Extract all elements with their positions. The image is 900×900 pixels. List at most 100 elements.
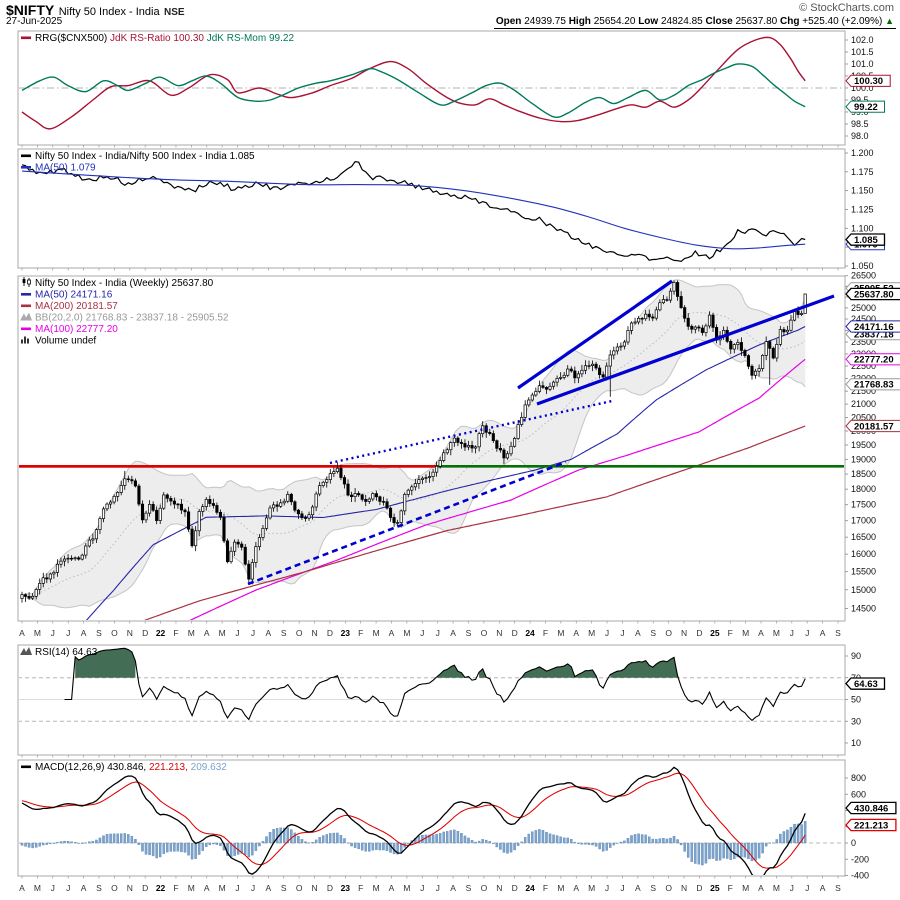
macd-value-labels: 430.846 221.213 bbox=[845, 801, 897, 831]
svg-text:M: M bbox=[742, 883, 749, 893]
candlesticks bbox=[20, 280, 807, 603]
svg-text:D: D bbox=[327, 628, 333, 638]
svg-text:O: O bbox=[665, 883, 672, 893]
svg-text:MA(200) 20181.57: MA(200) 20181.57 bbox=[35, 301, 118, 312]
svg-text:A: A bbox=[573, 883, 579, 893]
svg-text:1.200: 1.200 bbox=[851, 148, 874, 158]
svg-text:BB(20,2.0) 21768.83 - 23837.18: BB(20,2.0) 21768.83 - 23837.18 - 25905.5… bbox=[35, 313, 229, 324]
svg-text:J: J bbox=[420, 883, 424, 893]
svg-text:0: 0 bbox=[851, 838, 856, 848]
low-label: Low bbox=[638, 16, 659, 27]
svg-text:F: F bbox=[358, 628, 363, 638]
svg-text:A: A bbox=[204, 883, 210, 893]
svg-text:Nifty 50 Index - India (Weekly: Nifty 50 Index - India (Weekly) 25637.80 bbox=[35, 278, 214, 289]
svg-text:101.0: 101.0 bbox=[851, 59, 874, 69]
svg-text:J: J bbox=[436, 628, 440, 638]
svg-text:F: F bbox=[173, 883, 178, 893]
svg-text:800: 800 bbox=[851, 773, 866, 783]
svg-text:A: A bbox=[450, 628, 456, 638]
svg-text:M: M bbox=[588, 628, 595, 638]
svg-text:F: F bbox=[358, 883, 363, 893]
up-arrow-icon: ▲ bbox=[885, 16, 894, 26]
rrg-panel-content bbox=[19, 36, 844, 130]
open-value: 24939.75 bbox=[524, 16, 566, 27]
chart-date: 27-Jun-2025 bbox=[6, 16, 63, 27]
svg-text:J: J bbox=[805, 628, 809, 638]
close-label: Close bbox=[705, 16, 733, 27]
svg-text:A: A bbox=[389, 628, 395, 638]
svg-text:J: J bbox=[420, 628, 424, 638]
svg-text:N: N bbox=[311, 628, 317, 638]
svg-text:S: S bbox=[650, 883, 656, 893]
svg-text:20181.57: 20181.57 bbox=[854, 421, 894, 432]
svg-text:M: M bbox=[219, 883, 226, 893]
ratio-legend: Nifty 50 Index - India/Nifty 500 Index -… bbox=[21, 151, 255, 174]
svg-text:19000: 19000 bbox=[851, 454, 876, 464]
svg-text:14500: 14500 bbox=[851, 603, 876, 613]
svg-text:24500: 24500 bbox=[851, 314, 876, 324]
svg-text:S: S bbox=[650, 628, 656, 638]
svg-text:17000: 17000 bbox=[851, 516, 876, 526]
svg-text:F: F bbox=[728, 883, 733, 893]
rsi-overbought-fill bbox=[521, 663, 597, 678]
svg-text:30: 30 bbox=[851, 716, 861, 726]
svg-text:M: M bbox=[773, 628, 780, 638]
macd-legend: MACD(12,26,9) 430.846, 221.213, 209.632 bbox=[21, 762, 227, 773]
low-value: 24824.85 bbox=[660, 16, 703, 27]
rrg-value-labels: 100.30 99.22 bbox=[845, 74, 891, 113]
svg-text:A: A bbox=[820, 628, 826, 638]
bollinger-mid bbox=[21, 311, 806, 597]
svg-text:600: 600 bbox=[851, 789, 866, 799]
svg-text:A: A bbox=[81, 883, 87, 893]
svg-text:RRG($CNX500) JdK RS-Ratio 100.: RRG($CNX500) JdK RS-Ratio 100.30 JdK RS-… bbox=[35, 33, 294, 44]
svg-text:99.5: 99.5 bbox=[851, 95, 869, 105]
svg-text:M: M bbox=[373, 628, 380, 638]
svg-text:J: J bbox=[51, 883, 55, 893]
svg-text:1.050: 1.050 bbox=[851, 261, 874, 271]
svg-text:99.22: 99.22 bbox=[854, 102, 878, 113]
svg-text:430.846: 430.846 bbox=[854, 803, 888, 814]
svg-text:S: S bbox=[281, 883, 287, 893]
svg-text:21000: 21000 bbox=[851, 399, 876, 409]
svg-text:RSI(14) 64.63: RSI(14) 64.63 bbox=[35, 647, 98, 658]
svg-text:22500: 22500 bbox=[851, 361, 876, 371]
svg-text:24: 24 bbox=[525, 883, 535, 893]
svg-text:98.5: 98.5 bbox=[851, 119, 869, 129]
svg-text:MA(50) 1.079: MA(50) 1.079 bbox=[35, 163, 96, 174]
svg-text:Volume undef: Volume undef bbox=[35, 336, 96, 347]
svg-text:S: S bbox=[466, 628, 472, 638]
svg-text:J: J bbox=[66, 883, 70, 893]
chg-label: Chg bbox=[780, 16, 800, 27]
ratio-ma50-line bbox=[21, 170, 806, 250]
svg-text:J: J bbox=[805, 883, 809, 893]
svg-text:-200: -200 bbox=[851, 854, 869, 864]
svg-text:24: 24 bbox=[525, 628, 535, 638]
svg-text:S: S bbox=[466, 883, 472, 893]
bollinger-upper bbox=[21, 279, 806, 596]
trendline-solid-1 bbox=[536, 294, 835, 406]
svg-text:101.5: 101.5 bbox=[851, 47, 874, 57]
svg-text:O: O bbox=[296, 628, 303, 638]
ratio-value-labels: 1.0791.085 bbox=[845, 233, 886, 251]
svg-text:Nifty 50 Index - India/Nifty 5: Nifty 50 Index - India/Nifty 500 Index -… bbox=[35, 151, 255, 162]
svg-text:A: A bbox=[81, 628, 87, 638]
svg-text:N: N bbox=[311, 883, 317, 893]
svg-text:25000: 25000 bbox=[851, 303, 876, 313]
svg-text:O: O bbox=[296, 883, 303, 893]
ma-line-MA(50) bbox=[85, 326, 806, 620]
svg-text:21500: 21500 bbox=[851, 386, 876, 396]
svg-text:19500: 19500 bbox=[851, 440, 876, 450]
macd-panel-content bbox=[19, 766, 844, 875]
svg-text:J: J bbox=[51, 628, 55, 638]
rsi-legend: RSI(14) 64.63 bbox=[20, 647, 98, 658]
svg-text:J: J bbox=[436, 883, 440, 893]
quote-row: Open 24939.75 High 25654.20 Low 24824.85… bbox=[493, 16, 896, 29]
svg-text:J: J bbox=[790, 628, 794, 638]
svg-text:64.63: 64.63 bbox=[854, 679, 878, 690]
svg-text:1.175: 1.175 bbox=[851, 167, 874, 177]
title-row: $NIFTY Nifty 50 Index - India NSE © Stoc… bbox=[6, 2, 896, 20]
svg-text:A: A bbox=[820, 883, 826, 893]
svg-text:M: M bbox=[188, 628, 195, 638]
svg-text:MACD(12,26,9) 430.846, 221.213: MACD(12,26,9) 430.846, 221.213, 209.632 bbox=[35, 762, 227, 773]
